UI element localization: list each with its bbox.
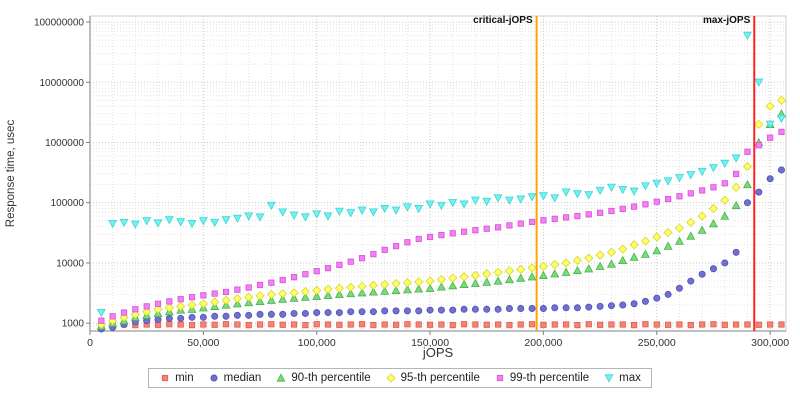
legend-box: min median 90-th percentile 95-th percentil… bbox=[148, 368, 652, 388]
y-axis-ticks: 1000 10000 100000 1000000 10000000 100000000 bbox=[34, 18, 90, 330]
y-tick-label: 100000 bbox=[51, 198, 85, 209]
gridlines bbox=[90, 16, 786, 331]
series-99-th-percentile bbox=[98, 128, 785, 324]
x-tick-label: 150,000 bbox=[411, 337, 449, 349]
chart-legend: min median 90-th percentile 95-th percentil… bbox=[0, 368, 800, 388]
legend-item-95-th-percentile: 95-th percentile bbox=[385, 372, 480, 384]
legend-item-median: median bbox=[208, 372, 262, 384]
median-legend-marker-icon bbox=[210, 374, 218, 382]
y-tick-label: 1000 bbox=[62, 319, 85, 330]
legend-item-99-th-percentile: 99-th percentile bbox=[494, 372, 589, 384]
legend-label: 95-th percentile bbox=[400, 372, 480, 384]
legend-label: median bbox=[223, 372, 262, 384]
y-tick-label: 10000 bbox=[56, 258, 84, 269]
legend-item-max: max bbox=[603, 372, 641, 384]
99-th-percentile-legend-marker-icon bbox=[496, 374, 503, 382]
legend-label: 99-th percentile bbox=[509, 372, 590, 384]
x-axis-title: jOPS bbox=[422, 345, 454, 360]
legend-label: min bbox=[175, 372, 194, 384]
x-axis-ticks: 0 50,000 100,000 150,000 200,000 250,000 300,0… bbox=[87, 331, 789, 349]
x-tick-label: 250,000 bbox=[638, 337, 676, 349]
series-min bbox=[98, 321, 785, 329]
y-axis-title: Response time, usec bbox=[5, 120, 17, 228]
y-tick-label: 10000000 bbox=[40, 78, 85, 89]
95-th-percentile-legend-marker-icon bbox=[386, 373, 396, 383]
y-tick-label: 100000000 bbox=[34, 18, 84, 29]
x-tick-label: 0 bbox=[87, 337, 93, 349]
critical-jops-label: critical-jOPS bbox=[473, 15, 533, 26]
x-tick-label: 200,000 bbox=[524, 337, 562, 349]
x-tick-label: 300,000 bbox=[751, 337, 789, 349]
series-max bbox=[96, 31, 786, 318]
legend-item-min: min bbox=[159, 372, 194, 384]
legend-label: max bbox=[619, 372, 641, 384]
x-tick-label: 50,000 bbox=[187, 337, 219, 349]
x-tick-label: 100,000 bbox=[298, 337, 336, 349]
90-th-percentile-legend-marker-icon bbox=[276, 373, 286, 382]
max-jops-label: max-jOPS bbox=[703, 15, 751, 26]
min-legend-marker-icon bbox=[161, 374, 169, 382]
max-legend-marker-icon bbox=[604, 374, 614, 383]
legend-label: 90-th percentile bbox=[291, 372, 371, 384]
plot-area: 0 50,000 100,000 150,000 200,000 250,000 300,0… bbox=[5, 15, 790, 360]
y-tick-label: 1000000 bbox=[45, 138, 84, 149]
legend-item-90-th-percentile: 90-th percentile bbox=[275, 372, 371, 384]
